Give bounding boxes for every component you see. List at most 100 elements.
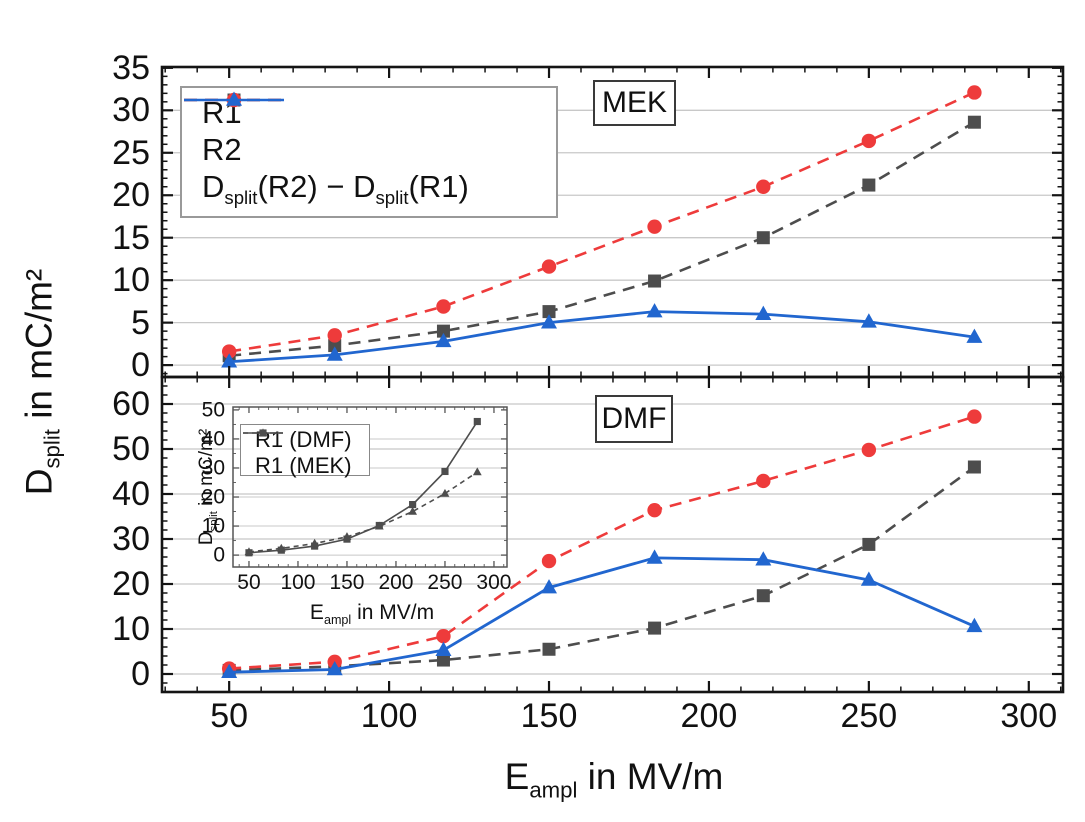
series-dmf-1-marker [756, 589, 770, 603]
series-dmf-3-marker [755, 551, 772, 566]
y-tick-label-mek: 30 [112, 91, 150, 130]
series-dmf-2-marker [541, 553, 557, 569]
series-dmf-1-marker [648, 621, 662, 635]
series-dmf-2-line [229, 415, 975, 670]
y-tick-label-dmf: 40 [112, 475, 150, 513]
series-mek-2-marker [327, 328, 342, 343]
series-inset-1-marker [441, 467, 449, 476]
y-tick-label-inset: 40 [201, 427, 225, 451]
series-mek-2-marker [647, 219, 662, 234]
series-mek-3-marker [221, 353, 238, 368]
series-mek-1-marker [328, 339, 342, 353]
x-tick-label-dmf: 250 [840, 697, 898, 735]
series-inset-1-line [248, 421, 478, 554]
y-tick-label-mek: 20 [112, 176, 150, 215]
series-dmf-3-marker [221, 663, 238, 678]
series-dmf-2-marker [861, 442, 877, 458]
series-mek-1-marker [967, 115, 981, 129]
series-dmf-3-marker [966, 617, 983, 633]
series-mek-3-marker [541, 314, 558, 329]
legend-main: R1 R2 Dsplit(R2) − Dsplit(R1) [180, 86, 558, 218]
series-mek-2-marker [861, 133, 877, 149]
series-mek-1-marker [756, 231, 770, 245]
series-dmf-2-marker [436, 629, 451, 644]
legend-label-r1-mek: R1 (MEK) [255, 453, 352, 478]
panel-title-dmf: DMF [595, 395, 673, 443]
y-tick-label-mek: 0 [131, 346, 150, 385]
series-inset-2-marker [408, 506, 418, 515]
y-tick-label-dmf: 10 [112, 610, 150, 648]
series-mek-3-marker [326, 346, 343, 361]
legend-r1-mek-marker [258, 428, 268, 437]
x-tick-label-dmf: 150 [520, 697, 578, 735]
y-tick-label-mek: 5 [131, 303, 150, 342]
series-mek-2-marker [541, 259, 557, 274]
legend-item-r2: R2 [184, 92, 546, 168]
y-axis-title: Dsplit in mC/m² [18, 268, 65, 496]
legend-item-diff: Dsplit(R2) − Dsplit(R1) [184, 91, 546, 209]
series-dmf-2-marker [756, 473, 771, 489]
series-mek-3-marker [860, 313, 877, 328]
series-mek-3-marker [646, 303, 663, 318]
y-tick-label-inset: 20 [201, 485, 225, 509]
series-inset-2-marker [342, 532, 352, 540]
series-mek-1-marker [542, 305, 556, 319]
x-tick-label-dmf: 100 [360, 697, 418, 735]
legend-label-diff: Dsplit(R2) − Dsplit(R1) [202, 169, 469, 209]
legend-label-r1-dmf: R1 (DMF) [255, 427, 352, 452]
series-inset-2-line [248, 471, 478, 553]
y-tick-label-dmf: 20 [112, 565, 150, 603]
y-tick-label-inset: 30 [201, 456, 225, 480]
x-tick-label-inset: 300 [476, 571, 512, 594]
series-mek-1-marker [648, 274, 662, 288]
series-dmf-3-marker [435, 641, 452, 656]
y-tick-label-dmf: 60 [112, 385, 150, 423]
panel-title-mek: MEK [593, 80, 676, 126]
series-inset-2-marker [374, 521, 384, 530]
series-dmf-1-marker [436, 653, 450, 667]
x-tick-label-dmf: 200 [680, 697, 738, 735]
y-tick-label-dmf: 30 [112, 520, 150, 558]
x-tick-label-dmf: 50 [210, 697, 249, 735]
series-dmf-2-marker [647, 503, 662, 518]
series-inset-2-marker [472, 467, 482, 476]
series-mek-3-marker [755, 305, 772, 320]
series-mek-2-line [228, 91, 975, 353]
y-tick-label-mek: 10 [112, 261, 150, 300]
series-mek-1-marker [436, 324, 450, 338]
legend-diff-marker [226, 91, 242, 106]
panel-dmf [160, 375, 1065, 694]
series-mek-2-marker [967, 85, 982, 100]
series-mek-2-marker [221, 344, 237, 359]
x-tick-label-inset: 250 [427, 571, 463, 594]
series-mek-1-line [229, 121, 976, 358]
series-inset-2-marker [440, 488, 450, 497]
series-inset-2-marker [244, 547, 254, 556]
series-inset-2-marker [310, 538, 320, 547]
panel-frame-inset [232, 406, 508, 568]
x-tick-label-inset: 150 [329, 571, 365, 594]
legend-swatch-diff-triangle-icon [184, 91, 284, 106]
series-inset-2-marker [276, 543, 286, 552]
series-dmf-3-marker [541, 579, 558, 594]
legend-swatch-r1-mek-triangle-icon [243, 428, 283, 437]
panel-frame-dmf [160, 375, 1065, 694]
panel-inset [232, 406, 508, 568]
series-mek-3-marker [435, 332, 452, 348]
y-tick-label-mek: 35 [112, 48, 150, 87]
y-tick-label-mek: 15 [112, 218, 150, 257]
y-tick-label-dmf: 0 [131, 655, 150, 693]
x-tick-label-inset: 50 [237, 571, 261, 594]
x-tick-label-inset: 200 [378, 571, 414, 594]
series-mek-1-marker [862, 178, 876, 192]
series-dmf-1-marker [542, 642, 556, 656]
series-mek-3-marker [966, 328, 983, 343]
series-dmf-1-marker [967, 460, 981, 474]
series-dmf-3-marker [860, 571, 877, 586]
series-inset-1-marker [409, 500, 417, 509]
series-dmf-3-marker [646, 549, 663, 564]
y-tick-label-dmf: 50 [112, 430, 150, 468]
y-tick-label-inset: 50 [201, 398, 225, 422]
